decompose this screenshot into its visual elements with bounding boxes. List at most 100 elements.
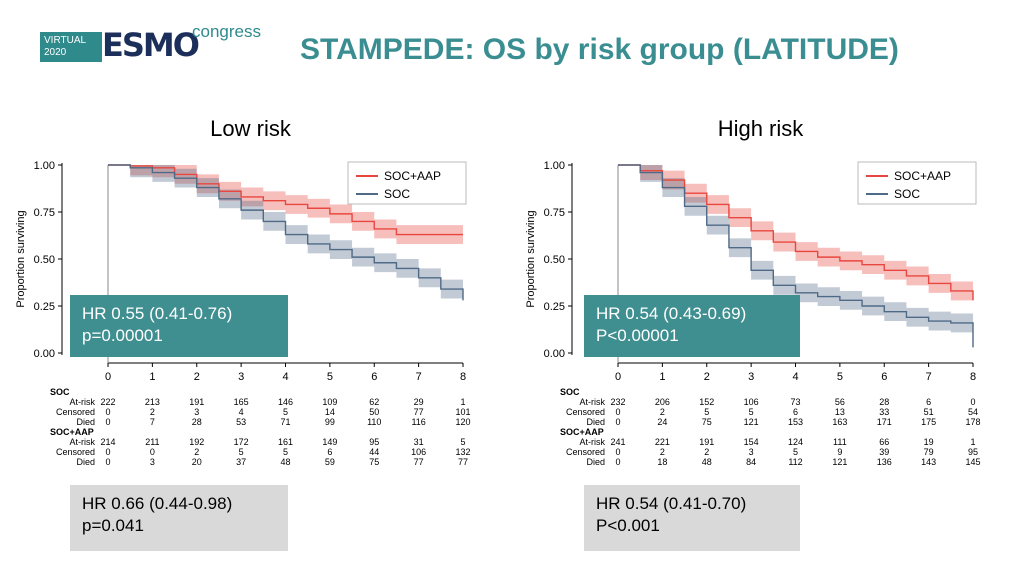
risk-cell: 0 [105, 407, 110, 417]
hr-value: HR 0.54 (0.43-0.69) [596, 304, 747, 323]
risk-cell: 0 [970, 397, 975, 407]
risk-cell: 0 [615, 417, 620, 427]
risk-cell: 29 [414, 397, 424, 407]
risk-cell: 5 [460, 437, 465, 447]
risk-cell: 1 [460, 397, 465, 407]
risk-table-header: SOC [50, 387, 70, 397]
risk-cell: 136 [877, 457, 892, 467]
risk-cell: 171 [877, 417, 892, 427]
risk-cell: 28 [879, 397, 889, 407]
risk-cell: 206 [655, 397, 670, 407]
risk-cell: 48 [702, 457, 712, 467]
risk-cell: 109 [322, 397, 337, 407]
risk-cell: 178 [965, 417, 980, 427]
risk-cell: 66 [879, 437, 889, 447]
risk-cell: 18 [657, 457, 667, 467]
risk-cell: 149 [322, 437, 337, 447]
risk-cell: 95 [968, 447, 978, 457]
chart-low-risk: Low risk 0.00 0.25 0.50 0.75 1.00 0 1 2 3 4 5 6 7 8 Pro… [10, 100, 490, 480]
hr-value: HR 0.54 (0.41-0.70) [596, 494, 747, 513]
km-plot-low-risk: Low risk 0.00 0.25 0.50 0.75 1.00 0 1 2 3 4 5 6 7 8 Pro… [15, 116, 471, 467]
risk-cell: 6 [327, 447, 332, 457]
risk-cell: 84 [746, 457, 756, 467]
risk-cell: 153 [788, 417, 803, 427]
hr-value: HR 0.66 (0.44-0.98) [82, 494, 233, 513]
risk-cell: 121 [744, 417, 759, 427]
legend-box [857, 161, 977, 205]
risk-cell: 0 [615, 457, 620, 467]
p-value: p=0.00001 [82, 326, 163, 345]
y-tick-label: 0.50 [544, 254, 565, 266]
risk-cell: 111 [833, 437, 847, 447]
risk-row-label: At-risk [580, 437, 606, 447]
virtual-label: VIRTUAL [44, 35, 87, 46]
x-tick-label: 7 [926, 371, 932, 383]
y-axis-label: Proportion surviving [15, 210, 27, 307]
risk-cell: 2 [194, 447, 199, 457]
risk-cell: 106 [411, 447, 426, 457]
risk-row-label: Died [586, 417, 605, 427]
risk-cell: 14 [325, 407, 335, 417]
risk-row-label: Censored [56, 407, 95, 417]
risk-cell: 56 [835, 397, 845, 407]
risk-cell: 31 [414, 437, 424, 447]
risk-cell: 75 [369, 457, 379, 467]
x-tick-label: 0 [105, 371, 111, 383]
latitude-hr-box-low-risk: HR 0.66 (0.44-0.98) p=0.041 [70, 485, 288, 551]
risk-cell: 5 [283, 447, 288, 457]
risk-cell: 48 [280, 457, 290, 467]
x-tick-label: 4 [282, 371, 288, 383]
risk-cell: 59 [325, 457, 335, 467]
y-tick-label: 0.75 [34, 207, 55, 219]
legend-label: SOC+AAP [384, 169, 441, 183]
risk-cell: 44 [369, 447, 379, 457]
risk-cell: 20 [192, 457, 202, 467]
risk-row-label: Died [76, 457, 95, 467]
y-tick-label: 0.75 [544, 207, 565, 219]
risk-cell: 191 [189, 397, 204, 407]
x-tick-label: 3 [238, 371, 244, 383]
x-tick-label: 5 [837, 371, 843, 383]
risk-cell: 120 [455, 417, 470, 427]
y-tick-label: 0.50 [34, 254, 55, 266]
risk-cell: 121 [832, 457, 847, 467]
risk-cell: 1 [970, 437, 975, 447]
legend-label: SOC [894, 187, 920, 201]
risk-cell: 161 [278, 437, 293, 447]
risk-cell: 77 [414, 457, 424, 467]
risk-cell: 5 [793, 447, 798, 457]
risk-cell: 0 [615, 407, 620, 417]
risk-cell: 116 [411, 417, 425, 427]
congress-wordmark: congress [192, 22, 261, 41]
x-tick-label: 1 [149, 371, 155, 383]
risk-cell: 110 [367, 417, 381, 427]
risk-cell: 7 [150, 417, 155, 427]
risk-row-label: Censored [56, 447, 95, 457]
risk-cell: 19 [924, 437, 934, 447]
risk-row-label: Censored [566, 407, 605, 417]
x-tick-label: 0 [615, 371, 621, 383]
y-tick-label: 0.25 [34, 301, 55, 313]
x-tick-label: 8 [460, 371, 466, 383]
chart-high-risk: High risk 0.00 0.25 0.50 0.75 1.00 0 1 2 3 4 5 6 7 8 Pr… [520, 100, 1000, 480]
page-title: STAMPEDE: OS by risk group (LATITUDE) [300, 33, 899, 66]
legend-label: SOC [384, 187, 410, 201]
risk-cell: 0 [615, 447, 620, 457]
risk-cell: 2 [150, 407, 155, 417]
x-tick-label: 2 [194, 371, 200, 383]
hr-value: HR 0.55 (0.41-0.76) [82, 304, 233, 323]
p-value: P<0.001 [596, 516, 660, 535]
x-tick-label: 6 [881, 371, 887, 383]
risk-cell: 2 [704, 447, 709, 457]
y-tick-label: 0.00 [34, 348, 55, 360]
y-tick-label: 1.00 [544, 160, 565, 172]
risk-cell: 143 [921, 457, 936, 467]
risk-cell: 6 [926, 397, 931, 407]
x-tick-label: 8 [970, 371, 976, 383]
risk-cell: 152 [699, 397, 714, 407]
virtual-year: 2020 [44, 47, 67, 58]
risk-cell: 5 [283, 407, 288, 417]
risk-cell: 5 [239, 447, 244, 457]
risk-cell: 232 [610, 397, 625, 407]
p-value: P<0.00001 [596, 326, 679, 345]
